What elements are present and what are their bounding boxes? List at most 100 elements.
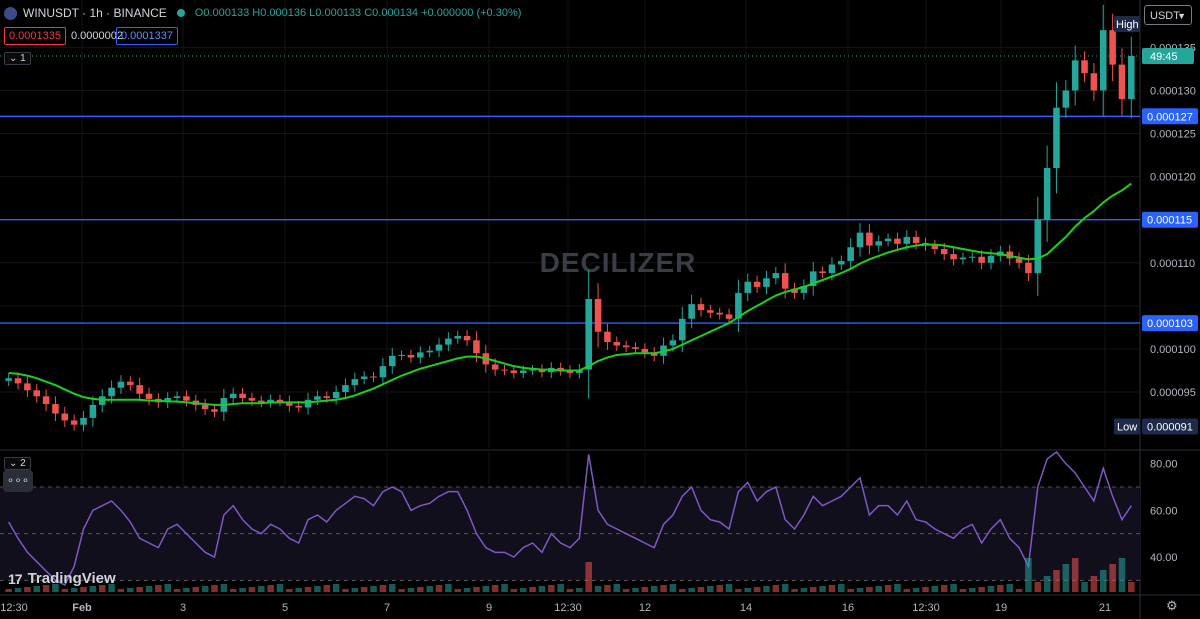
volume-bar	[229, 589, 237, 592]
candle-body	[716, 312, 723, 315]
main-pane-collapse-button[interactable]: ⌄ 1	[4, 52, 31, 65]
volume-bar	[332, 584, 340, 592]
candle-body	[688, 304, 695, 319]
time-tick-label: 12:30	[0, 602, 28, 614]
candle-body	[183, 396, 190, 401]
candle-body	[875, 241, 883, 246]
candle-body	[407, 354, 415, 358]
volume-bar	[398, 589, 405, 592]
volume-bar	[912, 588, 920, 592]
volume-bar	[295, 588, 302, 592]
candle-body	[1071, 60, 1079, 91]
candle-body	[379, 366, 387, 378]
candle-body	[735, 292, 742, 319]
volume-bar	[1128, 582, 1135, 592]
volume-bar	[604, 585, 611, 592]
rsi-line	[8, 450, 1132, 587]
volume-bar	[931, 586, 939, 592]
volume-bar	[388, 584, 396, 592]
volume-bar	[201, 586, 209, 592]
candle-body	[136, 385, 143, 394]
candle-body	[791, 288, 798, 293]
time-tick-label: 12	[639, 602, 651, 614]
candle-body	[33, 390, 41, 397]
candle-body	[538, 369, 546, 373]
candle-body	[5, 378, 12, 381]
volume-bar	[445, 584, 452, 592]
candle-body	[828, 264, 836, 274]
candle-body	[14, 378, 22, 384]
low-tag-label: Low	[1117, 421, 1137, 433]
candle-body	[884, 238, 892, 242]
candle-body	[940, 248, 948, 255]
bid-price[interactable]: 0.0001335	[4, 27, 66, 45]
volume-bar	[1043, 576, 1051, 592]
low-tag-bg	[1114, 418, 1140, 435]
rsi-pane-collapse-button[interactable]: ⌄ 2	[4, 457, 31, 470]
candle-body	[1062, 90, 1070, 108]
candle-body	[819, 271, 826, 274]
symbol-title[interactable]: WINUSDT · 1h · BINANCE	[23, 6, 167, 20]
price-tick-label: 0.000125	[1150, 129, 1196, 141]
volume-bar	[24, 587, 31, 592]
volume-bar	[89, 586, 97, 592]
more-options-icon[interactable]: ∘∘∘	[3, 470, 33, 492]
countdown-label: 49:45	[1150, 51, 1178, 63]
candle-body	[70, 420, 78, 425]
candle-body	[1053, 107, 1060, 168]
volume-bar	[52, 584, 59, 592]
volume-bar	[697, 587, 705, 592]
volume-bar	[183, 588, 190, 592]
candle-body	[463, 336, 471, 341]
currency-select[interactable]: USDT ▼	[1144, 5, 1192, 25]
market-status-icon	[176, 9, 185, 17]
volume-bar	[248, 587, 256, 592]
volume-bar	[847, 589, 854, 592]
candle-body	[342, 385, 349, 392]
candle-body	[1090, 73, 1098, 91]
time-tick-label: 5	[282, 602, 288, 614]
time-tick-label: 9	[486, 602, 492, 614]
candle-body	[42, 396, 50, 405]
gear-icon[interactable]: ⚙	[1166, 598, 1178, 613]
volume-bar	[314, 586, 321, 592]
candle-body	[164, 398, 171, 403]
volume-bar	[819, 586, 826, 592]
level-tag-bg	[1142, 315, 1198, 332]
ask-price[interactable]: 0.0001337	[116, 27, 178, 45]
volume-bar	[323, 585, 331, 592]
candle-body	[753, 281, 761, 287]
volume-bar	[276, 584, 284, 592]
volume-bar	[435, 585, 443, 592]
candle-body	[632, 347, 639, 349]
volume-bar	[491, 585, 499, 592]
candle-body	[912, 236, 920, 243]
volume-bar	[1062, 564, 1070, 592]
candle-body	[959, 257, 967, 260]
candle-body	[257, 400, 265, 403]
tv-mark-icon: 17	[8, 570, 23, 587]
spread-value: 0.0000002	[71, 30, 123, 42]
volume-bar	[772, 585, 780, 592]
ohlc-values: O0.000133 H0.000136 L0.000133 C0.000134 …	[194, 7, 522, 19]
candle-body	[1109, 30, 1116, 65]
candle-body	[248, 398, 256, 401]
candle-body	[529, 369, 536, 371]
volume-bar	[744, 588, 752, 592]
volume-bar	[80, 587, 87, 592]
candle-body	[201, 404, 209, 410]
volume-bar	[557, 584, 564, 592]
volume-bar	[875, 586, 883, 592]
volume-bar	[1015, 589, 1023, 592]
candle-body	[435, 344, 443, 351]
time-tick-label: 7	[384, 602, 390, 614]
volume-bar	[613, 584, 621, 592]
volume-bar	[622, 589, 630, 592]
tradingview-logo[interactable]: 17 TradingView	[8, 570, 116, 587]
candle-body	[145, 393, 153, 399]
candle-body	[744, 281, 752, 293]
candle-body	[566, 370, 574, 374]
level-tag-bg	[1142, 108, 1198, 125]
volume-bar	[548, 585, 555, 592]
